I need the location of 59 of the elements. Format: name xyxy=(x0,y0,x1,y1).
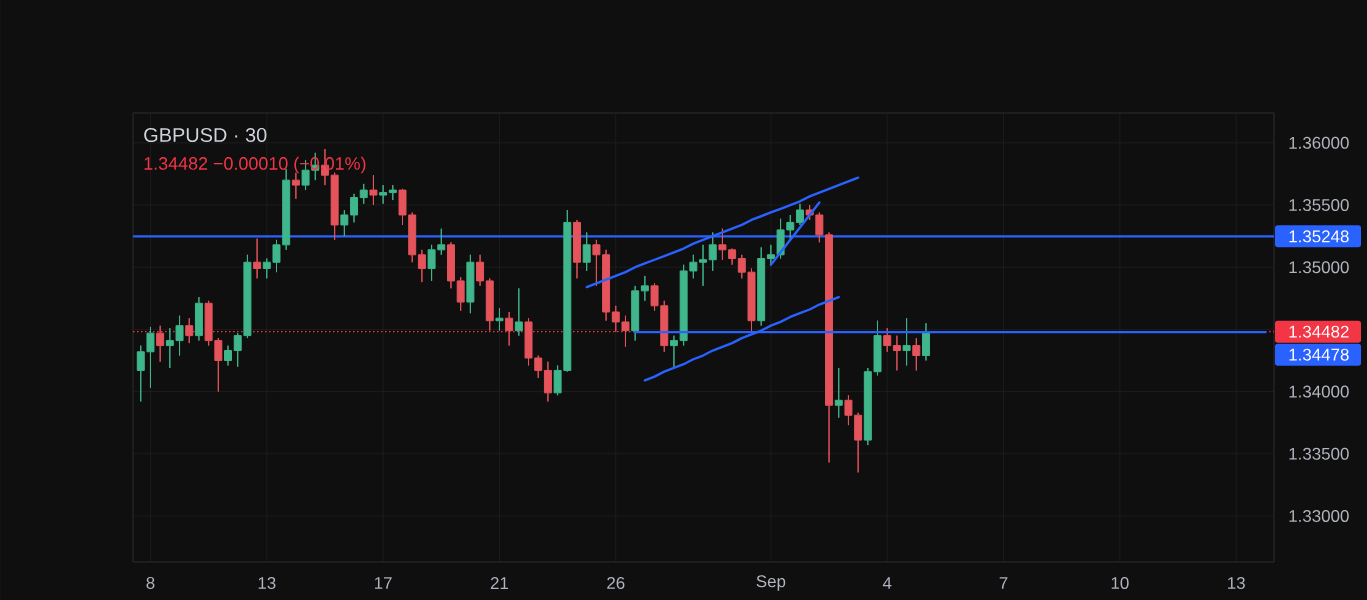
x-tick-label: 17 xyxy=(375,577,392,589)
candlestick xyxy=(291,172,300,200)
x-tick-label: 26 xyxy=(607,576,625,589)
candlestick xyxy=(485,277,494,332)
candlestick xyxy=(505,311,514,347)
candlestick xyxy=(883,327,892,353)
candlestick xyxy=(379,184,388,205)
candlestick xyxy=(417,249,426,283)
candlestick xyxy=(446,241,455,289)
candlestick xyxy=(466,254,475,314)
series-label: 1.34478 xyxy=(1289,348,1349,361)
x-tick-label: 4 xyxy=(882,577,892,589)
candlestick xyxy=(156,325,165,363)
ref-line-label: 1.35248 xyxy=(1289,230,1349,243)
candlestick xyxy=(912,337,921,371)
candlestick xyxy=(892,335,901,371)
candlestick xyxy=(194,296,203,342)
candlestick xyxy=(699,244,708,287)
candlestick xyxy=(359,183,368,205)
candlestick xyxy=(350,193,359,223)
y-tick-label: 1.34000 xyxy=(1289,385,1349,398)
candlestick xyxy=(631,285,640,342)
candlestick xyxy=(757,246,766,327)
candlestick xyxy=(922,322,930,361)
candlestick xyxy=(902,317,911,366)
candlestick xyxy=(456,276,465,312)
candlestick xyxy=(708,231,717,272)
candlestick xyxy=(640,275,649,302)
candlestick xyxy=(185,317,194,344)
y-tick-label: 1.35500 xyxy=(1289,199,1349,212)
x-tick-label: 13 xyxy=(258,576,276,589)
candlestick xyxy=(669,335,678,369)
candlestick xyxy=(582,231,591,272)
candlestick xyxy=(330,172,339,241)
candlestick xyxy=(476,254,485,287)
candlestick xyxy=(514,287,523,337)
x-tick-label: Sep xyxy=(756,575,786,591)
y-tick-label: 1.33500 xyxy=(1289,447,1349,460)
candlestick xyxy=(573,219,581,279)
ref-line-label: 1.34482 xyxy=(1289,325,1349,338)
x-tick-label: 21 xyxy=(490,577,509,589)
candlestick xyxy=(388,184,397,201)
x-tick-label: 10 xyxy=(1111,576,1129,589)
x-tick-label: 7 xyxy=(999,577,1008,589)
candlestick xyxy=(495,307,504,332)
candlestick xyxy=(543,361,552,403)
text: GBPUSD · 30 xyxy=(144,127,267,143)
candlestick xyxy=(224,345,233,366)
x-tick-label: 8 xyxy=(146,576,155,589)
candlestick xyxy=(340,209,349,237)
candlestick xyxy=(795,203,804,226)
y-tick-label: 1.36000 xyxy=(1289,136,1349,149)
y-tick-label: 1.35000 xyxy=(1289,261,1349,274)
y-tick-label: 1.33000 xyxy=(1289,509,1349,522)
candlestick xyxy=(834,367,843,419)
x-tick-label: 13 xyxy=(1228,576,1245,589)
candlestick xyxy=(825,231,834,463)
candlestick xyxy=(369,174,378,206)
candlestick xyxy=(253,238,262,279)
